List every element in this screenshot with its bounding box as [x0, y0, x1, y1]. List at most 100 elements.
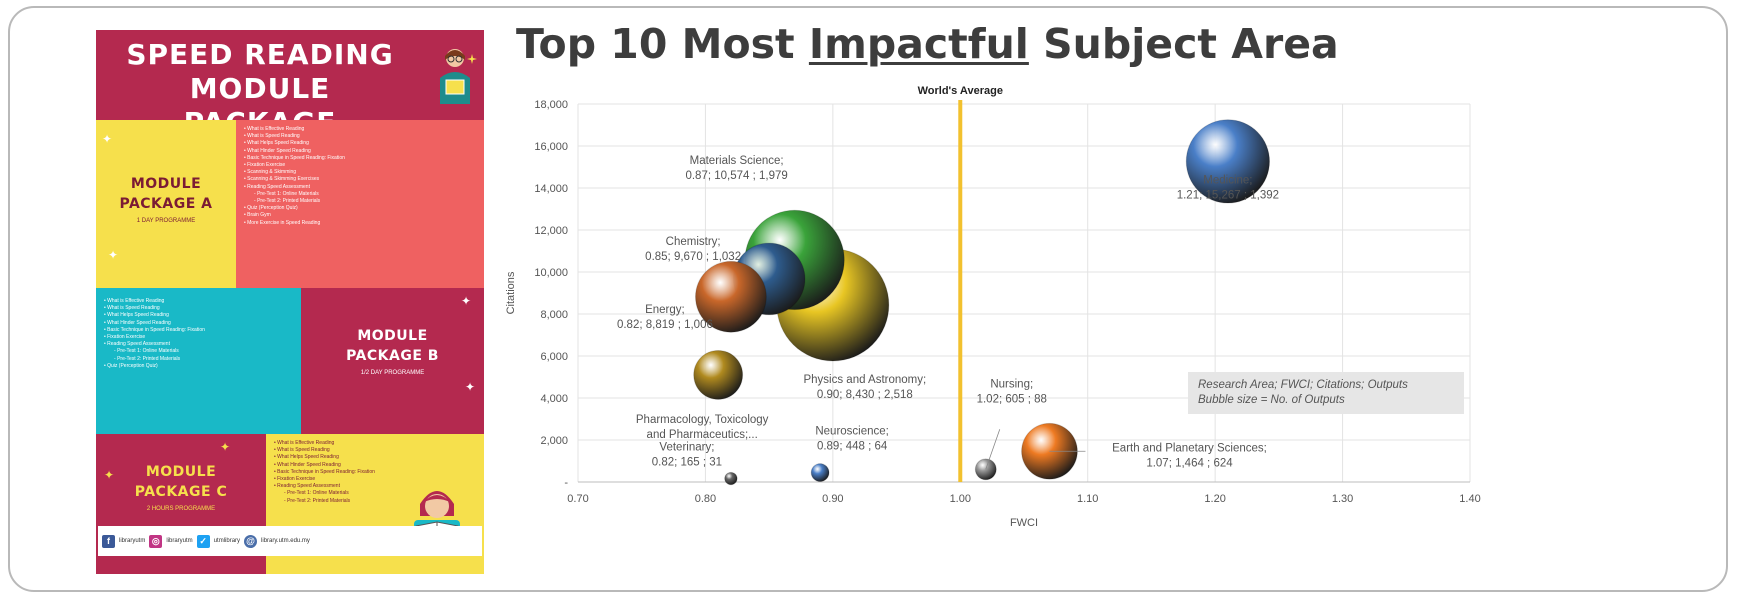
topic-item: Quiz (Perception Quiz)	[244, 205, 345, 212]
module-c-title: MODULE PACKAGE C	[96, 462, 266, 502]
sparkle-icon: ✦	[108, 248, 119, 262]
facebook-icon: f	[102, 534, 115, 548]
module-a-topic-list: What is Effective ReadingWhat is Speed R…	[244, 126, 345, 227]
instagram-icon: ◎	[149, 534, 163, 548]
topic-item: Basic Technique in Speed Reading: Fixati…	[104, 327, 205, 334]
bubble-label: Medicine;	[1203, 174, 1252, 186]
y-tick-label: -	[564, 477, 568, 489]
bubble-label: Earth and Planetary Sciences;	[1112, 442, 1267, 454]
x-tick-label: 1.00	[950, 493, 971, 505]
topic-item: What is Effective Reading	[274, 440, 375, 447]
module-c-topic-list: What is Effective ReadingWhat is Speed R…	[274, 440, 375, 505]
module-b-title: MODULE PACKAGE B	[301, 326, 484, 366]
bubble-label: 0.87; 10,574 ; 1,979	[685, 170, 787, 182]
bubble-label: Pharmacology, Toxicology	[636, 414, 769, 426]
bubble	[810, 463, 830, 483]
sparkle-icon: ✦	[461, 294, 472, 308]
topic-item: Reading Speed Assessment	[274, 483, 375, 490]
footer-website: library.utm.edu.my	[261, 538, 310, 544]
topic-item: Fixation Exercise	[274, 476, 375, 483]
module-a-title: MODULE PACKAGE A	[96, 174, 236, 214]
world-average-label: World's Average	[918, 85, 1003, 97]
bubble-label: Neuroscience;	[815, 426, 889, 438]
module-b-topic-list: What is Effective ReadingWhat is Speed R…	[104, 298, 205, 370]
chart-title-emphasis: Impactful	[808, 20, 1029, 68]
bubble-label: Energy;	[645, 304, 685, 316]
topic-item: What is Effective Reading	[244, 126, 345, 133]
y-tick-label: 4,000	[540, 393, 568, 405]
topic-item: Fixation Exercise	[244, 162, 345, 169]
topic-item: What is Effective Reading	[104, 298, 205, 305]
module-a-title-line1: MODULE	[130, 176, 202, 192]
y-tick-label: 16,000	[534, 141, 568, 153]
y-tick-label: 10,000	[534, 267, 568, 279]
bubble-label: 0.90; 8,430 ; 2,518	[817, 389, 913, 401]
bubble-label: Veterinary;	[659, 442, 714, 454]
twitter-icon: ✓	[196, 534, 210, 548]
bubble-label: Materials Science;	[690, 155, 784, 167]
topic-item: What is Speed Reading	[274, 447, 375, 454]
sparkle-icon: ✦	[220, 440, 231, 454]
label-leader-line	[985, 429, 1001, 470]
topic-item: Reading Speed Assessment	[104, 341, 205, 348]
chart-legend-note: Research Area; FWCI; Citations; Outputs …	[1188, 372, 1464, 414]
module-a-title-line2: PACKAGE A	[119, 196, 213, 212]
bubble-label: 0.85; 9,670 ; 1,032	[645, 251, 741, 263]
topic-item: What is Speed Reading	[104, 305, 205, 312]
topic-item: Basic Technique in Speed Reading: Fixati…	[244, 155, 345, 162]
bubble-label: 1.07; 1,464 ; 624	[1146, 457, 1233, 469]
module-c-duration: 2 HOURS PROGRAMME	[146, 506, 216, 512]
y-tick-label: 18,000	[534, 99, 568, 111]
topic-item: What Hinder Speed Reading	[244, 148, 345, 155]
chart-title-end: Subject Area	[1028, 20, 1339, 68]
x-axis-title: FWCI	[1010, 517, 1038, 529]
bubble-label: 0.82; 165 ; 31	[652, 457, 722, 469]
bubble-label: 1.21; 15,267 ; 1,392	[1177, 189, 1279, 201]
topic-item: What Helps Speed Reading	[104, 312, 205, 319]
y-axis-title: Citations	[505, 271, 517, 314]
footer-instagram: libraryutm	[166, 538, 193, 544]
topic-item: Fixation Exercise	[104, 334, 205, 341]
topic-item: Reading Speed Assessment	[244, 184, 345, 191]
module-c-title-line2: PACKAGE C	[134, 484, 228, 500]
x-tick-label: 0.70	[567, 493, 588, 505]
x-tick-label: 1.40	[1459, 493, 1480, 505]
topic-item: Pre-Test 1: Online Materials	[104, 348, 205, 355]
topic-item: Basic Technique in Speed Reading: Fixati…	[274, 469, 375, 476]
x-tick-label: 0.80	[695, 493, 716, 505]
topic-item: What is Speed Reading	[244, 133, 345, 140]
topic-item: Quiz (Perception Quiz)	[104, 363, 205, 370]
x-tick-label: 1.30	[1332, 493, 1353, 505]
website-icon: @	[244, 534, 258, 548]
topic-item: Brain Gym	[244, 212, 345, 219]
footer-twitter: utmlibrary	[213, 538, 241, 544]
chart-title: Top 10 Most Impactful Subject Area	[516, 20, 1339, 68]
x-tick-label: 1.10	[1077, 493, 1098, 505]
bubble-label: 0.82; 8,819 ; 1,006	[617, 319, 713, 331]
topic-item: What Hinder Speed Reading	[274, 462, 375, 469]
bubble-label: 1.02; 605 ; 88	[977, 393, 1047, 405]
poster-header: SPEED READING MODULE PACKAGE	[96, 30, 484, 139]
y-tick-label: 6,000	[540, 351, 568, 363]
poster-title-line1: SPEED READING	[126, 38, 394, 71]
module-b-title-line1: MODULE	[357, 328, 428, 344]
topic-item: Scanning & Skimming	[244, 169, 345, 176]
module-b-duration: 1/2 DAY PROGRAMME	[360, 370, 425, 376]
topic-item: Pre-Test 2: Printed Materials	[244, 198, 345, 205]
sparkle-icon: ✦	[104, 468, 115, 482]
bubble-chart: - 2,000 4,000 6,000 8,000 10,000 12,000 14,000 1…	[505, 85, 1481, 529]
note-line2: Bubble size = No. of Outputs	[1198, 394, 1345, 406]
module-c-title-line1: MODULE	[145, 464, 217, 480]
sparkle-icon: ✦	[102, 132, 113, 146]
y-tick-label: 8,000	[540, 309, 568, 321]
bubble-label: Nursing;	[990, 378, 1033, 390]
footer-facebook: libraryutm	[119, 538, 146, 544]
speed-reading-poster: SPEED READING MODULE PACKAGE MODULE PACK…	[96, 30, 484, 580]
topic-item: Pre-Test 1: Online Materials	[274, 490, 375, 497]
chart-title-start: Top 10 Most	[516, 20, 809, 68]
sparkle-icon: ✦	[465, 380, 476, 394]
bubble-label: 0.89; 448 ; 64	[817, 441, 888, 453]
bubble	[724, 471, 738, 486]
note-line1: Research Area; FWCI; Citations; Outputs	[1198, 379, 1408, 391]
x-tick-label: 1.20	[1204, 493, 1225, 505]
